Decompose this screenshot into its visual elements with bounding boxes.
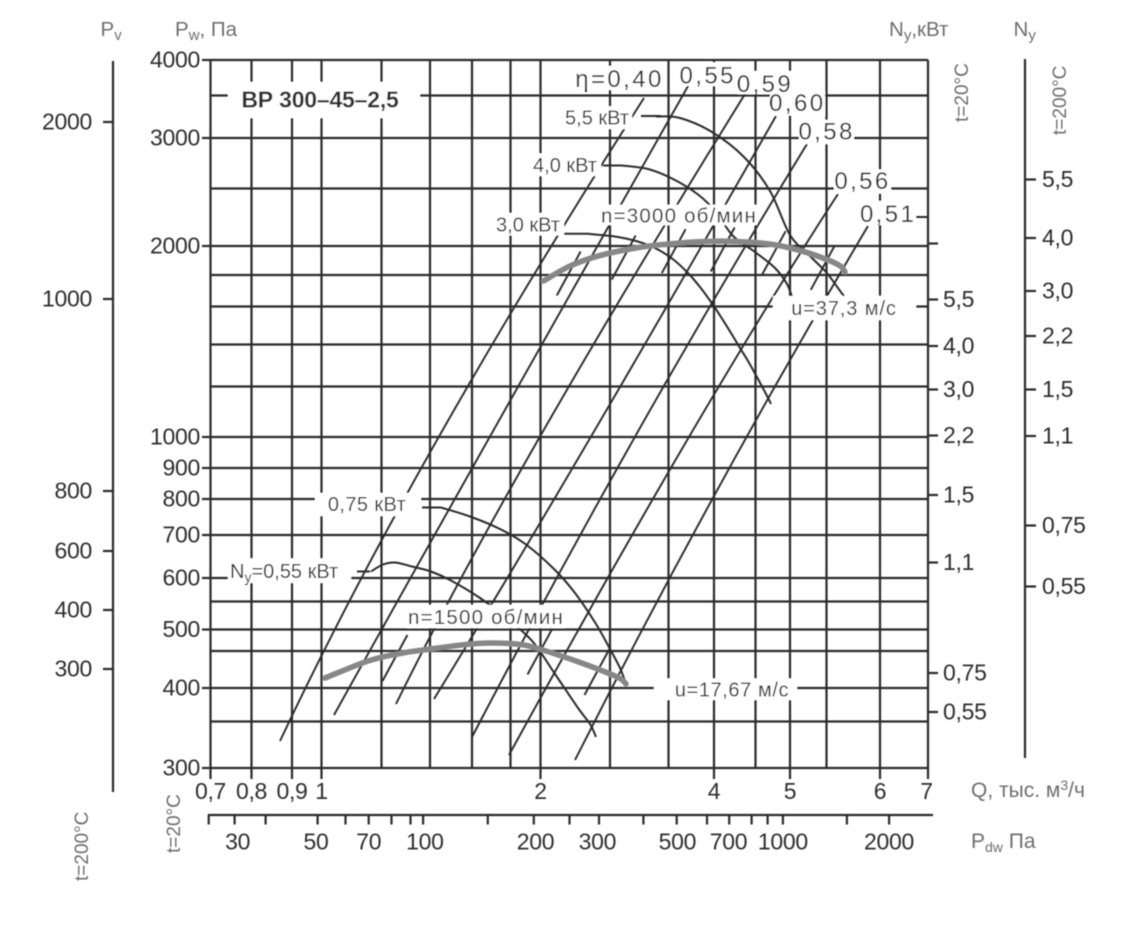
svg-text:3,0: 3,0: [943, 376, 974, 402]
svg-text:2000: 2000: [42, 109, 92, 135]
svg-text:1,1: 1,1: [1042, 423, 1073, 449]
svg-text:500: 500: [163, 616, 200, 642]
svg-text:1,5: 1,5: [1042, 376, 1073, 402]
svg-text:0,58: 0,58: [798, 119, 854, 146]
svg-text:t=20°C: t=20°C: [164, 794, 185, 853]
svg-text:1,5: 1,5: [943, 482, 974, 508]
svg-text:u=37,3 м/с: u=37,3 м/с: [791, 298, 897, 320]
svg-text:0,9: 0,9: [276, 778, 307, 804]
svg-text:u=17,67 м/с: u=17,67 м/с: [675, 680, 789, 702]
svg-text:t=20°C: t=20°C: [952, 63, 973, 122]
svg-text:n=1500 об/мин: n=1500 об/мин: [408, 606, 564, 629]
svg-text:2,2: 2,2: [943, 422, 974, 448]
svg-text:3000: 3000: [150, 125, 200, 151]
svg-text:1: 1: [315, 778, 328, 804]
svg-text:1,1: 1,1: [943, 549, 974, 575]
svg-text:2000: 2000: [864, 829, 914, 855]
svg-text:100: 100: [406, 829, 443, 855]
svg-text:t=200°C: t=200°C: [1050, 66, 1071, 135]
svg-text:300: 300: [163, 755, 200, 781]
svg-text:0,75: 0,75: [943, 660, 987, 686]
svg-text:700: 700: [163, 522, 200, 548]
svg-text:4,0: 4,0: [943, 333, 974, 359]
svg-text:5,5: 5,5: [1042, 166, 1073, 192]
svg-text:800: 800: [55, 478, 92, 504]
svg-text:0,51: 0,51: [860, 201, 916, 228]
svg-text:50: 50: [304, 829, 329, 855]
svg-text:200: 200: [517, 829, 554, 855]
svg-text:0,55: 0,55: [943, 699, 987, 725]
svg-text:1000: 1000: [42, 286, 92, 312]
svg-text:300: 300: [55, 656, 92, 682]
svg-text:600: 600: [55, 538, 92, 564]
svg-text:3,0: 3,0: [1042, 278, 1073, 304]
svg-text:4,0 кВт: 4,0 кВт: [533, 155, 597, 177]
svg-text:400: 400: [55, 597, 92, 623]
svg-text:Q, тыс. м3/ч: Q, тыс. м3/ч: [971, 777, 1085, 802]
svg-text:900: 900: [163, 455, 200, 481]
svg-text:0,56: 0,56: [834, 168, 890, 195]
svg-text:t=200°C: t=200°C: [72, 812, 93, 881]
svg-text:5,5 кВт: 5,5 кВт: [565, 108, 629, 130]
svg-text:1000: 1000: [150, 424, 200, 450]
svg-text:4,0: 4,0: [1042, 225, 1073, 251]
svg-text:4: 4: [708, 778, 721, 804]
svg-text:700: 700: [710, 829, 747, 855]
svg-text:ВР 300–45–2,5: ВР 300–45–2,5: [241, 87, 399, 113]
svg-text:η=0,40: η=0,40: [575, 66, 663, 93]
svg-text:0,55: 0,55: [680, 63, 736, 90]
svg-text:6: 6: [874, 778, 887, 804]
svg-text:4000: 4000: [150, 47, 200, 73]
svg-text:1000: 1000: [758, 829, 808, 855]
svg-text:70: 70: [356, 829, 381, 855]
svg-text:0,75: 0,75: [1042, 512, 1086, 538]
svg-text:5: 5: [784, 778, 797, 804]
svg-text:2000: 2000: [150, 233, 200, 259]
svg-text:600: 600: [163, 565, 200, 591]
svg-text:0,7: 0,7: [195, 778, 226, 804]
svg-text:2: 2: [534, 778, 547, 804]
svg-text:0,55: 0,55: [1042, 573, 1086, 599]
svg-text:0,8: 0,8: [236, 778, 267, 804]
svg-text:3,0 кВт: 3,0 кВт: [496, 215, 560, 237]
svg-text:5,5: 5,5: [943, 286, 974, 312]
svg-text:Pdw Па: Pdw Па: [971, 830, 1036, 855]
svg-text:0,75 кВт: 0,75 кВт: [328, 494, 406, 516]
svg-text:500: 500: [659, 829, 696, 855]
svg-text:0,60: 0,60: [769, 90, 825, 117]
svg-text:Pw, Па: Pw, Па: [175, 18, 238, 44]
svg-text:300: 300: [579, 829, 616, 855]
svg-text:800: 800: [163, 486, 200, 512]
svg-text:7: 7: [920, 778, 933, 804]
svg-text:2,2: 2,2: [1042, 323, 1073, 349]
svg-text:Ny,кВт: Ny,кВт: [889, 18, 949, 44]
svg-text:0,59: 0,59: [737, 71, 793, 98]
svg-text:400: 400: [163, 675, 200, 701]
svg-text:n=3000 об/мин: n=3000 об/мин: [601, 205, 757, 228]
svg-text:30: 30: [225, 829, 250, 855]
